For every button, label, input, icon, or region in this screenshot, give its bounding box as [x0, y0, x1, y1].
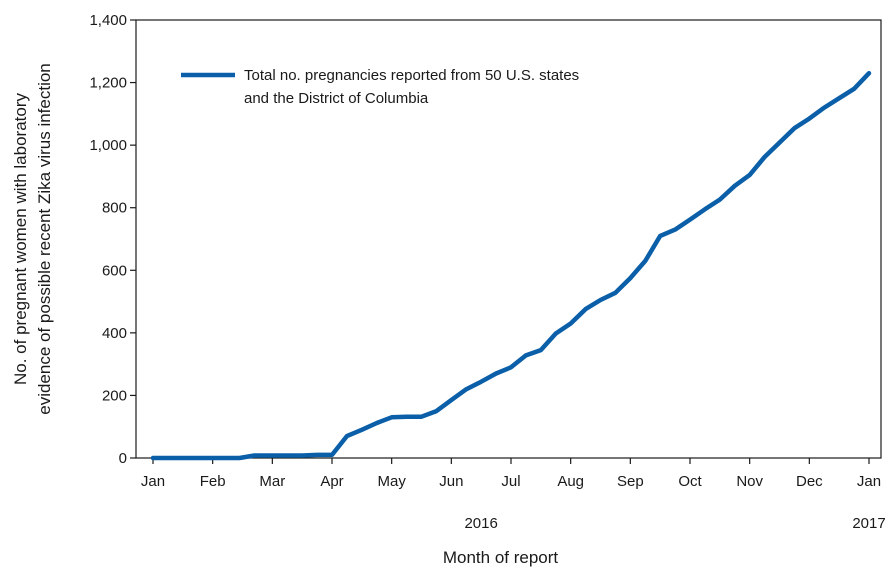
x-tick-label: Nov	[736, 473, 763, 490]
x-tick-label: Jul	[501, 473, 520, 490]
x-tick-label: Dec	[796, 473, 823, 490]
year-label: 2017	[852, 515, 885, 532]
y-axis-title-line-2: evidence of possible recent Zika virus i…	[35, 63, 54, 415]
y-tick-label: 200	[102, 387, 127, 404]
y-tick-label: 1,200	[89, 75, 127, 92]
x-tick-label: Apr	[320, 473, 343, 490]
y-tick-label: 1,400	[89, 12, 127, 29]
x-tick-label: Jan	[857, 473, 881, 490]
legend-label-line-1: Total no. pregnancies reported from 50 U…	[244, 67, 579, 84]
y-tick-label: 1,000	[89, 137, 127, 154]
x-tick-label: Jan	[141, 473, 165, 490]
x-tick-label: Oct	[678, 473, 702, 490]
y-tick-label: 0	[119, 450, 127, 467]
x-tick-label: Aug	[557, 473, 584, 490]
legend-label-line-2: and the District of Columbia	[244, 90, 429, 107]
x-axis-title: Month of report	[443, 548, 559, 567]
x-tick-label: May	[377, 473, 406, 490]
series-group	[153, 73, 869, 458]
x-tick-label: Mar	[259, 473, 285, 490]
y-tick-label: 400	[102, 325, 127, 342]
plot-frame	[136, 20, 881, 458]
y-tick-label: 600	[102, 262, 127, 279]
y-axis-title-line-1: No. of pregnant women with laboratory	[11, 93, 30, 385]
series-line	[153, 73, 869, 458]
x-axis: Jan Feb Mar Apr May Jun Jul Aug Sep Oct Nov Dec Jan 2…	[141, 458, 886, 532]
y-tick-label: 800	[102, 200, 127, 217]
x-tick-label: Feb	[200, 473, 226, 490]
x-tick-label: Jun	[439, 473, 463, 490]
year-label: 2016	[464, 515, 497, 532]
legend: Total no. pregnancies reported from 50 U…	[181, 67, 579, 107]
y-axis: 0 200 400 600 800 1,000 1,200 1,400	[89, 12, 136, 467]
x-tick-label: Sep	[617, 473, 644, 490]
